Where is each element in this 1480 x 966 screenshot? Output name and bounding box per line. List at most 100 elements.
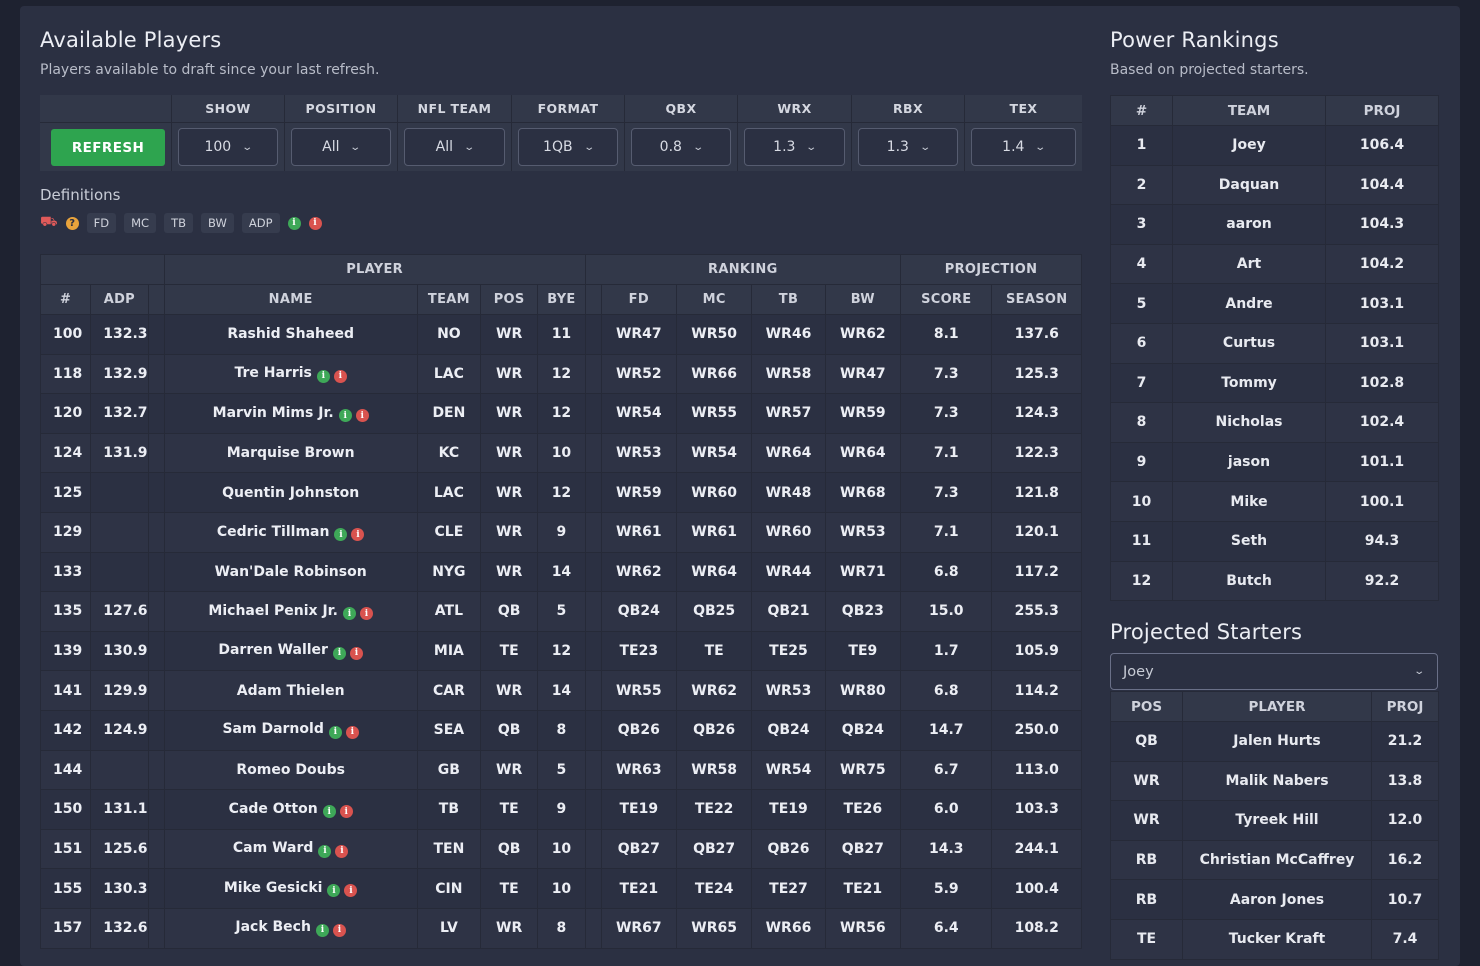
table-row[interactable]: 100 132.3 Rashid Shaheed NO WR 11 WR47 WR50 WR46…: [39, 314, 1082, 355]
power-ranking-row[interactable]: 11 Seth 94.3: [1110, 520, 1439, 562]
info-green-icon[interactable]: i: [318, 844, 332, 858]
col-header-team[interactable]: TEAM: [416, 284, 482, 315]
info-red-icon[interactable]: i: [351, 528, 365, 542]
player-name-cell[interactable]: Wan'Dale Robinson: [163, 551, 418, 593]
table-row[interactable]: 133 Wan'Dale Robinson NYG WR 14 WR62 WR64 WR44 W…: [39, 551, 1082, 593]
info-red-icon[interactable]: i: [355, 409, 369, 423]
col-header-adp[interactable]: ADP: [90, 284, 149, 315]
info-green-icon[interactable]: i: [327, 884, 341, 898]
qbx-select[interactable]: 0.8 ⌄: [631, 128, 731, 166]
player-name-cell[interactable]: Michael Penix Jr. i i: [163, 591, 418, 632]
info-green-icon[interactable]: i: [332, 646, 346, 660]
definition-chip-bw[interactable]: BW: [200, 213, 234, 233]
player-name-cell[interactable]: Cade Otton i i: [163, 789, 418, 830]
player-name-cell[interactable]: Marvin Mims Jr. i i: [163, 393, 418, 434]
table-row[interactable]: 141 129.9 Adam Thielen CAR WR 14 WR55 WR62 WR53 W…: [39, 670, 1082, 711]
tex-select[interactable]: 1.4 ⌄: [971, 128, 1076, 166]
info-green-icon[interactable]: i: [334, 528, 348, 542]
info-green-icon[interactable]: i: [342, 607, 356, 621]
format-select[interactable]: 1QB ⌄: [518, 128, 618, 166]
info-red-icon[interactable]: i: [308, 216, 322, 230]
table-row[interactable]: 135 127.6 Michael Penix Jr. i i ATL QB 5 QB24 QB2…: [39, 591, 1082, 632]
starter-row[interactable]: QB Jalen Hurts 21.2: [1110, 721, 1439, 762]
player-name-cell[interactable]: Sam Darnold i i: [163, 709, 418, 751]
position-select[interactable]: All ⌄: [291, 128, 391, 166]
player-name-cell[interactable]: Rashid Shaheed: [163, 314, 418, 355]
power-ranking-row[interactable]: 8 Nicholas 102.4: [1110, 402, 1439, 443]
table-row[interactable]: 124 131.9 Marquise Brown KC WR 10 WR53 WR54 WR64…: [39, 432, 1082, 474]
info-red-icon[interactable]: i: [333, 369, 347, 383]
info-green-icon[interactable]: i: [287, 216, 301, 230]
table-row[interactable]: 157 132.6 Jack Bech i i LV WR 8 WR67 WR65 WR66 WR56…: [39, 907, 1082, 949]
info-green-icon[interactable]: i: [338, 409, 352, 423]
power-ranking-row[interactable]: 3 aaron 104.3: [1110, 204, 1439, 245]
refresh-button[interactable]: REFRESH: [51, 129, 165, 166]
table-row[interactable]: 142 124.9 Sam Darnold i i SEA QB 8 QB26 QB26 QB24 Q…: [39, 709, 1082, 751]
table-row[interactable]: 150 131.1 Cade Otton i i TB TE 9 TE19 TE22 TE19 TE2…: [39, 789, 1082, 830]
table-row[interactable]: 139 130.9 Darren Waller i i MIA TE 12 TE23 TE TE25…: [39, 630, 1082, 672]
truck-icon[interactable]: ⛟: [40, 214, 58, 230]
definition-chip-tb[interactable]: TB: [164, 213, 193, 233]
power-ranking-row[interactable]: 9 jason 101.1: [1110, 441, 1439, 483]
info-green-icon[interactable]: i: [322, 805, 336, 819]
rbx-select[interactable]: 1.3 ⌄: [858, 128, 958, 166]
table-row[interactable]: 125 Quentin Johnston LAC WR 12 WR59 WR60 WR48 WR…: [39, 472, 1082, 513]
table-row[interactable]: 118 132.9 Tre Harris i i LAC WR 12 WR52 WR66 WR58 W…: [39, 353, 1082, 395]
power-ranking-row[interactable]: 4 Art 104.2: [1110, 243, 1439, 285]
player-name-cell[interactable]: Cam Ward i i: [163, 828, 418, 870]
player-name-cell[interactable]: Adam Thielen: [163, 670, 418, 711]
info-green-icon[interactable]: i: [315, 923, 329, 937]
info-green-icon[interactable]: i: [316, 369, 330, 383]
starter-row[interactable]: WR Malik Nabers 13.8: [1110, 760, 1439, 802]
player-name-cell[interactable]: Cedric Tillman i i: [163, 511, 418, 553]
starter-row[interactable]: WR Tyreek Hill 12.0: [1110, 800, 1439, 841]
player-name-cell[interactable]: Quentin Johnston: [163, 472, 418, 513]
info-green-icon[interactable]: i: [328, 725, 342, 739]
col-header-bye[interactable]: BYE: [537, 284, 586, 315]
definition-chip-mc[interactable]: MC: [124, 213, 157, 233]
help-icon[interactable]: ?: [65, 216, 79, 230]
definition-chip-fd[interactable]: FD: [86, 213, 117, 233]
info-red-icon[interactable]: i: [335, 844, 349, 858]
starter-row[interactable]: RB Aaron Jones 10.7: [1110, 879, 1439, 920]
table-row[interactable]: 155 130.3 Mike Gesicki i i CIN TE 10 TE21 TE24 TE2…: [39, 868, 1082, 909]
player-name-cell[interactable]: Jack Bech i i: [163, 907, 418, 949]
player-name-cell[interactable]: Romeo Doubs: [163, 749, 418, 791]
player-name-cell[interactable]: Darren Waller i i: [163, 630, 418, 672]
player-name-cell[interactable]: Marquise Brown: [163, 432, 418, 474]
power-ranking-row[interactable]: 10 Mike 100.1: [1110, 481, 1439, 522]
info-red-icon[interactable]: i: [345, 725, 359, 739]
player-name-cell[interactable]: Tre Harris i i: [163, 353, 418, 395]
col-header-season[interactable]: SEASON: [991, 284, 1082, 315]
power-ranking-row[interactable]: 5 Andre 103.1: [1110, 283, 1439, 324]
show-select[interactable]: 100 ⌄: [178, 128, 278, 166]
power-ranking-row[interactable]: 2 Daquan 104.4: [1110, 164, 1439, 206]
power-ranking-row[interactable]: 12 Butch 92.2: [1110, 560, 1439, 602]
table-row[interactable]: 120 132.7 Marvin Mims Jr. i i DEN WR 12 WR54 WR55…: [39, 393, 1082, 434]
nfl-team-select[interactable]: All ⌄: [404, 128, 505, 166]
col-header-pos[interactable]: POS: [480, 284, 539, 315]
col-header-num[interactable]: #: [39, 284, 92, 315]
col-header-fd[interactable]: FD: [600, 284, 677, 315]
col-header-name[interactable]: NAME: [163, 284, 418, 315]
info-red-icon[interactable]: i: [349, 646, 363, 660]
table-row[interactable]: 144 Romeo Doubs GB WR 5 WR63 WR58 WR54 WR75 6.7 11…: [39, 749, 1082, 791]
power-ranking-row[interactable]: 6 Curtus 103.1: [1110, 322, 1439, 364]
col-header-bw[interactable]: BW: [824, 284, 902, 315]
info-red-icon[interactable]: i: [344, 884, 358, 898]
info-red-icon[interactable]: i: [332, 923, 346, 937]
col-header-tb[interactable]: TB: [751, 284, 826, 315]
wrx-select[interactable]: 1.3 ⌄: [744, 128, 845, 166]
info-red-icon[interactable]: i: [339, 805, 353, 819]
col-header-score[interactable]: SCORE: [900, 284, 993, 315]
player-name-cell[interactable]: Mike Gesicki i i: [163, 868, 418, 909]
starter-row[interactable]: TE Tucker Kraft 7.4: [1110, 918, 1439, 960]
power-ranking-row[interactable]: 1 Joey 106.4: [1110, 125, 1439, 166]
info-red-icon[interactable]: i: [359, 607, 373, 621]
table-row[interactable]: 151 125.6 Cam Ward i i TEN QB 10 QB27 QB27 QB26 QB2…: [39, 828, 1082, 870]
starter-row[interactable]: RB Christian McCaffrey 16.2: [1110, 839, 1439, 881]
team-select[interactable]: Joey ⌄: [1110, 653, 1438, 690]
definition-chip-adp[interactable]: ADP: [241, 213, 280, 233]
table-row[interactable]: 129 Cedric Tillman i i CLE WR 9 WR61 WR61 WR60 WR5…: [39, 511, 1082, 553]
power-ranking-row[interactable]: 7 Tommy 102.8: [1110, 362, 1439, 404]
